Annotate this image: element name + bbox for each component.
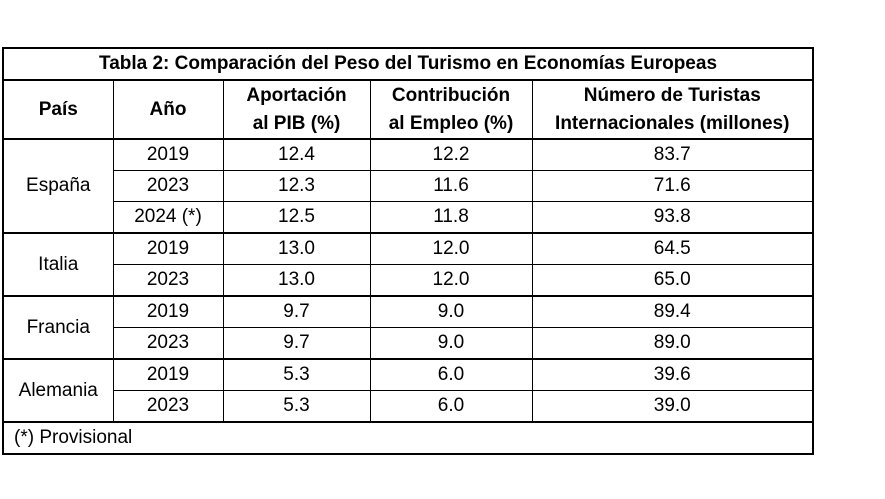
gdp-cell: 12.3 xyxy=(222,170,371,202)
employment-cell: 9.0 xyxy=(369,327,533,360)
tourists-cell: 39.6 xyxy=(531,358,814,391)
header-employment: Contribución al Empleo (%) xyxy=(369,79,533,140)
gdp-cell: 9.7 xyxy=(222,295,371,328)
gdp-cell: 5.3 xyxy=(222,390,371,423)
employment-cell: 12.0 xyxy=(369,264,533,297)
gdp-cell: 12.4 xyxy=(222,138,371,171)
year-cell: 2019 xyxy=(112,138,224,171)
table-container: Tabla 2: Comparación del Peso del Turism… xyxy=(2,47,815,455)
year-cell: 2023 xyxy=(112,390,224,423)
table-row: 2023 12.3 11.6 71.6 xyxy=(3,170,814,202)
employment-cell: 12.2 xyxy=(369,138,533,171)
year-cell: 2019 xyxy=(112,232,224,265)
employment-cell: 6.0 xyxy=(369,390,533,423)
table-row: Alemania 2019 5.3 6.0 39.6 xyxy=(2,358,814,423)
employment-cell: 6.0 xyxy=(369,358,533,391)
gdp-cell: 9.7 xyxy=(222,327,371,360)
header-gdp: Aportación al PIB (%) xyxy=(222,79,371,140)
year-cell: 2024 (*) xyxy=(112,201,224,234)
year-cell: 2023 xyxy=(112,170,224,202)
year-cell: 2019 xyxy=(112,358,224,391)
table-row: 2023 9.7 9.0 89.0 xyxy=(3,327,814,360)
employment-cell: 12.0 xyxy=(369,232,533,265)
gdp-cell: 5.3 xyxy=(222,358,371,391)
year-cell: 2023 xyxy=(112,327,224,360)
tourists-cell: 65.0 xyxy=(531,264,814,297)
header-gdp-line1: Aportación xyxy=(246,84,347,106)
employment-cell: 11.6 xyxy=(369,170,533,202)
tourists-cell: 93.8 xyxy=(531,201,814,234)
tourists-cell: 89.0 xyxy=(531,327,814,360)
year-cell: 2019 xyxy=(112,295,224,328)
header-tourists: Número de Turistas Internacionales (mill… xyxy=(531,79,814,140)
tourists-cell: 71.6 xyxy=(531,170,814,202)
year-cell: 2023 xyxy=(112,264,224,297)
table-title-row: Tabla 2: Comparación del Peso del Turism… xyxy=(2,47,814,81)
header-year: Año xyxy=(112,79,224,140)
gdp-cell: 12.5 xyxy=(222,201,371,234)
table-row: 2023 5.3 6.0 39.0 xyxy=(3,390,814,423)
gdp-cell: 13.0 xyxy=(222,264,371,297)
employment-cell: 11.8 xyxy=(369,201,533,234)
gdp-cell: 13.0 xyxy=(222,232,371,265)
country-cell: España xyxy=(2,138,114,234)
header-gdp-line2: al PIB (%) xyxy=(252,112,341,134)
table-row: 2024 (*) 12.5 11.8 93.8 xyxy=(3,201,814,234)
country-cell: Francia xyxy=(2,295,114,360)
country-cell: Alemania xyxy=(2,358,114,423)
footnote: (*) Provisional xyxy=(2,421,814,455)
employment-cell: 9.0 xyxy=(369,295,533,328)
table-row: 2023 13.0 12.0 65.0 xyxy=(3,264,814,297)
tourism-comparison-table: Tabla 2: Comparación del Peso del Turism… xyxy=(2,47,815,455)
tourists-cell: 39.0 xyxy=(531,390,814,423)
header-tourists-line2: Internacionales (millones) xyxy=(555,112,790,134)
tourists-cell: 83.7 xyxy=(531,138,814,171)
footnote-row: (*) Provisional xyxy=(2,421,814,455)
table-row: Italia 2019 13.0 12.0 64.5 xyxy=(2,232,814,297)
tourists-cell: 89.4 xyxy=(531,295,814,328)
table-row: España 2019 12.4 12.2 83.7 xyxy=(2,138,814,234)
tourists-cell: 64.5 xyxy=(531,232,814,265)
header-employment-line2: al Empleo (%) xyxy=(388,112,514,134)
country-cell: Italia xyxy=(2,232,114,297)
table-title: Tabla 2: Comparación del Peso del Turism… xyxy=(2,47,814,81)
header-country: País xyxy=(2,79,114,140)
header-employment-line1: Contribución xyxy=(391,84,511,106)
table-row: Francia 2019 9.7 9.0 89.4 xyxy=(2,295,814,360)
header-tourists-line1: Número de Turistas xyxy=(583,84,761,106)
table-header-row: País Año Aportación al PIB (%) Contribuc… xyxy=(2,79,814,140)
